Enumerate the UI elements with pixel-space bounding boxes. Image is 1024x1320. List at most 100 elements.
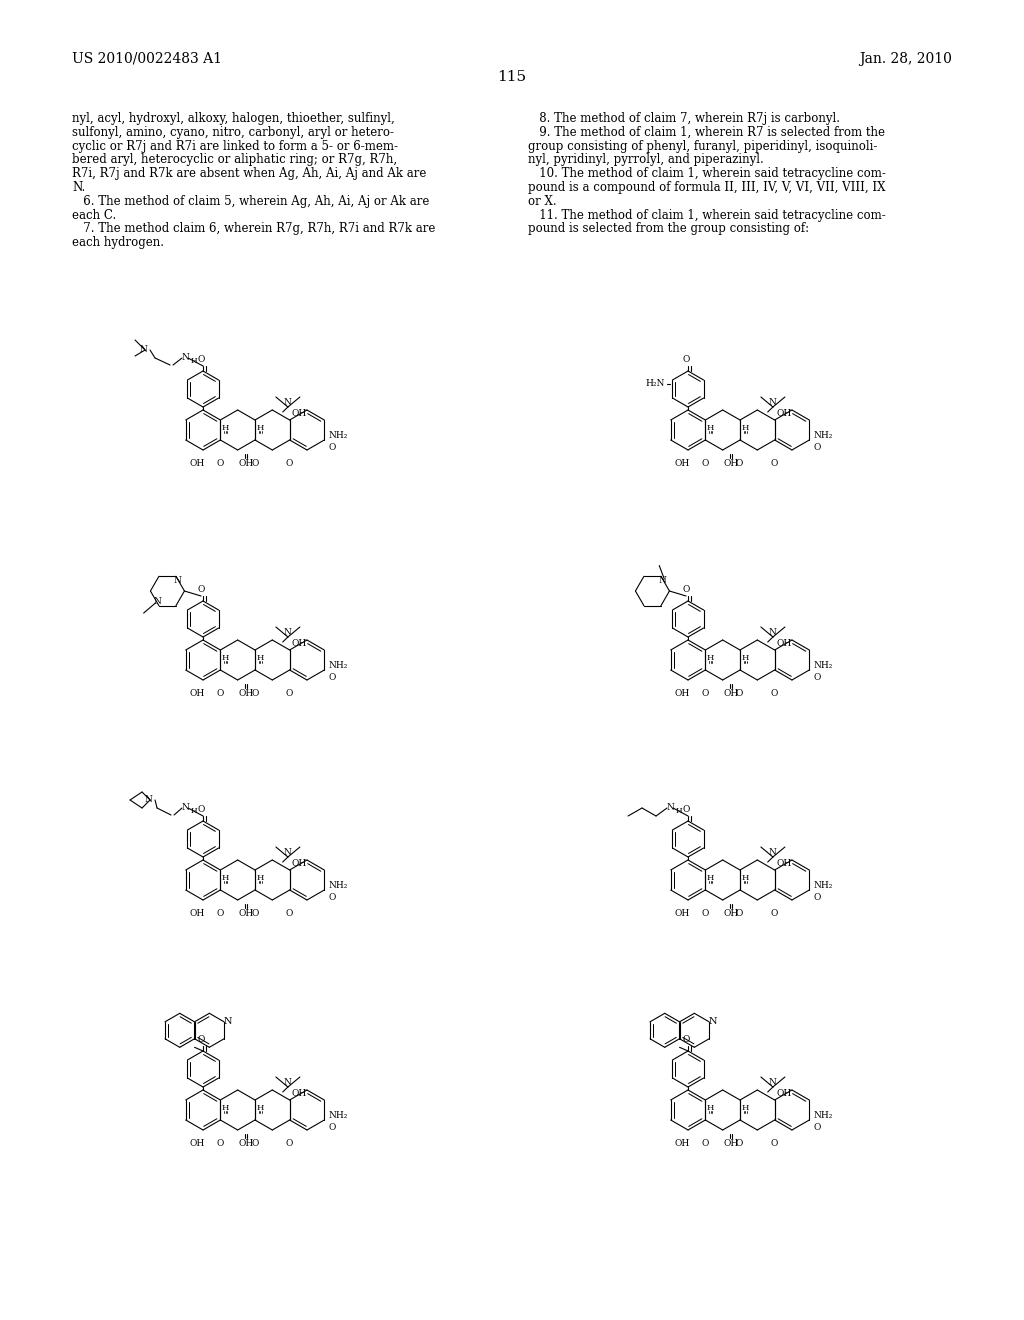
Text: or X.: or X. <box>528 195 557 207</box>
Text: OH: OH <box>239 689 254 698</box>
Text: H: H <box>256 1104 263 1111</box>
Text: N: N <box>181 354 189 363</box>
Text: 115: 115 <box>498 70 526 84</box>
Text: bered aryl, heterocyclic or aliphatic ring; or R7g, R7h,: bered aryl, heterocyclic or aliphatic ri… <box>72 153 397 166</box>
Text: OH: OH <box>239 1139 254 1148</box>
Text: OH: OH <box>674 1139 689 1148</box>
Text: nyl, pyridinyl, pyrrolyl, and piperazinyl.: nyl, pyridinyl, pyrrolyl, and piperaziny… <box>528 153 764 166</box>
Text: sulfonyl, amino, cyano, nitro, carbonyl, aryl or hetero-: sulfonyl, amino, cyano, nitro, carbonyl,… <box>72 125 394 139</box>
Text: H: H <box>676 807 683 814</box>
Text: pound is a compound of formula II, III, IV, V, VI, VII, VIII, IX: pound is a compound of formula II, III, … <box>528 181 886 194</box>
Text: N: N <box>174 577 181 585</box>
Text: O: O <box>771 689 778 698</box>
Text: H: H <box>741 874 749 882</box>
Text: 8. The method of claim 7, wherein R7j is carbonyl.: 8. The method of claim 7, wherein R7j is… <box>528 112 840 125</box>
Text: OH: OH <box>724 909 739 917</box>
Text: O: O <box>286 1139 293 1148</box>
Text: O: O <box>736 909 743 917</box>
Text: N: N <box>769 1078 777 1086</box>
Text: O: O <box>198 585 205 594</box>
Text: O: O <box>736 1139 743 1148</box>
Text: NH₂: NH₂ <box>329 880 348 890</box>
Text: R7i, R7j and R7k are absent when Ag, Ah, Ai, Aj and Ak are: R7i, R7j and R7k are absent when Ag, Ah,… <box>72 168 426 181</box>
Text: NH₂: NH₂ <box>814 880 834 890</box>
Text: N: N <box>139 346 147 355</box>
Text: OH: OH <box>776 1089 792 1098</box>
Text: O: O <box>701 1139 709 1148</box>
Text: OH: OH <box>189 1139 205 1148</box>
Text: O: O <box>814 892 821 902</box>
Text: O: O <box>814 672 821 681</box>
Text: O: O <box>216 459 223 469</box>
Text: OH: OH <box>674 459 689 469</box>
Text: O: O <box>736 689 743 698</box>
Text: H: H <box>256 653 263 663</box>
Text: H: H <box>221 874 229 882</box>
Text: O: O <box>329 892 336 902</box>
Text: NH₂: NH₂ <box>329 660 348 669</box>
Text: O: O <box>771 1139 778 1148</box>
Text: O: O <box>216 1139 223 1148</box>
Text: NH₂: NH₂ <box>814 430 834 440</box>
Text: OH: OH <box>674 909 689 917</box>
Text: N: N <box>658 577 667 585</box>
Text: O: O <box>286 459 293 469</box>
Text: H: H <box>256 424 263 432</box>
Text: O: O <box>251 459 258 469</box>
Text: pound is selected from the group consisting of:: pound is selected from the group consist… <box>528 222 809 235</box>
Text: OH: OH <box>776 859 792 869</box>
Text: O: O <box>198 805 205 814</box>
Text: each C.: each C. <box>72 209 117 222</box>
Text: O: O <box>286 909 293 917</box>
Text: H: H <box>707 653 714 663</box>
Text: N: N <box>284 1078 292 1086</box>
Text: O: O <box>216 689 223 698</box>
Text: O: O <box>251 689 258 698</box>
Text: OH: OH <box>189 459 205 469</box>
Text: N.: N. <box>72 181 85 194</box>
Text: cyclic or R7j and R7i are linked to form a 5- or 6-mem-: cyclic or R7j and R7i are linked to form… <box>72 140 398 153</box>
Text: O: O <box>701 689 709 698</box>
Text: O: O <box>286 689 293 698</box>
Text: O: O <box>216 909 223 917</box>
Text: OH: OH <box>292 409 307 418</box>
Text: N: N <box>284 847 292 857</box>
Text: H: H <box>741 424 749 432</box>
Text: N: N <box>769 628 777 638</box>
Text: OH: OH <box>239 459 254 469</box>
Text: O: O <box>771 459 778 469</box>
Text: OH: OH <box>674 689 689 698</box>
Text: 10. The method of claim 1, wherein said tetracycline com-: 10. The method of claim 1, wherein said … <box>528 168 886 181</box>
Text: O: O <box>682 355 690 364</box>
Text: OH: OH <box>239 909 254 917</box>
Text: OH: OH <box>189 909 205 917</box>
Text: N: N <box>144 796 152 804</box>
Text: OH: OH <box>724 459 739 469</box>
Text: Jan. 28, 2010: Jan. 28, 2010 <box>859 51 952 66</box>
Text: H: H <box>221 424 229 432</box>
Text: H: H <box>741 653 749 663</box>
Text: O: O <box>771 909 778 917</box>
Text: O: O <box>329 672 336 681</box>
Text: O: O <box>682 805 690 814</box>
Text: O: O <box>701 909 709 917</box>
Text: O: O <box>198 1035 205 1044</box>
Text: H₂N: H₂N <box>646 379 665 388</box>
Text: N: N <box>181 804 189 813</box>
Text: H: H <box>707 424 714 432</box>
Text: N: N <box>154 597 161 606</box>
Text: H: H <box>221 1104 229 1111</box>
Text: O: O <box>198 355 205 364</box>
Text: O: O <box>814 442 821 451</box>
Text: N: N <box>284 399 292 407</box>
Text: OH: OH <box>724 689 739 698</box>
Text: H: H <box>221 653 229 663</box>
Text: NH₂: NH₂ <box>329 1110 348 1119</box>
Text: O: O <box>814 1122 821 1131</box>
Text: N: N <box>769 847 777 857</box>
Text: OH: OH <box>292 639 307 648</box>
Text: 9. The method of claim 1, wherein R7 is selected from the: 9. The method of claim 1, wherein R7 is … <box>528 125 885 139</box>
Text: group consisting of phenyl, furanyl, piperidinyl, isoquinoli-: group consisting of phenyl, furanyl, pip… <box>528 140 878 153</box>
Text: O: O <box>682 585 690 594</box>
Text: OH: OH <box>292 859 307 869</box>
